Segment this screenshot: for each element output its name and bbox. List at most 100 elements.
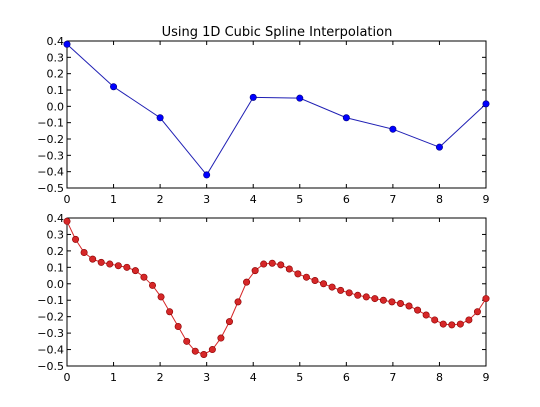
top-y-tick-label: 0.4 <box>47 35 65 48</box>
bottom-data-point <box>225 318 233 326</box>
bottom-data-point <box>388 298 396 306</box>
top-y-tick-label: −0.5 <box>37 182 64 195</box>
bottom-y-tick-label: 0.2 <box>47 245 65 258</box>
top-y-tick-label: −0.1 <box>37 117 64 130</box>
bottom-data-point <box>302 273 310 281</box>
bottom-x-tick-label: 4 <box>250 371 257 384</box>
bottom-data-point <box>157 293 165 301</box>
bottom-y-tick-label: −0.5 <box>37 360 64 373</box>
bottom-data-point <box>277 261 285 269</box>
bottom-data-point <box>140 273 148 281</box>
bottom-x-ticks: 0 1 2 3 4 5 6 7 8 9 <box>64 218 490 384</box>
chart-title: Using 1D Cubic Spline Interpolation <box>162 25 393 40</box>
bottom-data-point <box>97 258 105 266</box>
bottom-data-point <box>311 276 319 284</box>
top-data-point <box>342 114 350 122</box>
bottom-y-tick-label: 0.1 <box>47 261 65 274</box>
top-x-tick-label: 2 <box>157 193 164 206</box>
top-x-tick-label: 1 <box>110 193 117 206</box>
bottom-data-point <box>114 262 122 270</box>
bottom-x-tick-label: 1 <box>110 371 117 384</box>
top-data-point <box>435 143 443 151</box>
bottom-data-point <box>439 320 447 328</box>
bottom-data-point <box>260 260 268 268</box>
top-y-tick-label: 0.3 <box>47 51 65 64</box>
bottom-x-tick-label: 2 <box>157 371 164 384</box>
bottom-subplot: 0 1 2 3 4 5 6 7 8 9 0.4 0.3 0.2 0.1 0.0 −0.1 −0.2 −0.3 −0… <box>37 212 489 384</box>
top-data-point <box>156 114 164 122</box>
bottom-data-point <box>371 295 379 303</box>
bottom-y-tick-label: 0.3 <box>47 228 65 241</box>
bottom-data-point <box>482 295 490 303</box>
bottom-x-tick-label: 3 <box>203 371 210 384</box>
bottom-x-tick-label: 6 <box>343 371 350 384</box>
bottom-data-point <box>200 350 208 358</box>
bottom-data-point <box>337 286 345 294</box>
bottom-data-point <box>431 316 439 324</box>
bottom-data-point <box>234 298 242 306</box>
top-y-tick-label: −0.3 <box>37 149 64 162</box>
top-x-tick-label: 7 <box>389 193 396 206</box>
top-y-ticks: 0.4 0.3 0.2 0.1 0.0 −0.1 −0.2 −0.3 −0.4 −0.5 <box>37 35 486 195</box>
top-data-point <box>296 94 304 102</box>
top-y-tick-label: 0.0 <box>47 100 65 113</box>
bottom-data-point <box>285 265 293 273</box>
bottom-data-point <box>63 217 71 225</box>
top-x-tick-label: 9 <box>483 193 490 206</box>
bottom-data-point <box>72 235 80 243</box>
bottom-series <box>63 217 490 358</box>
bottom-y-tick-label: −0.2 <box>37 311 64 324</box>
bottom-data-point <box>80 249 88 257</box>
top-data-point <box>110 83 118 91</box>
bottom-data-point <box>379 296 387 304</box>
bottom-data-point <box>174 323 182 331</box>
top-y-tick-label: 0.2 <box>47 68 65 81</box>
bottom-data-point <box>473 308 481 316</box>
bottom-y-ticks: 0.4 0.3 0.2 0.1 0.0 −0.1 −0.2 −0.3 −0.4 −0.5 <box>37 212 486 373</box>
bottom-data-point <box>149 281 157 289</box>
top-y-tick-label: −0.4 <box>37 166 64 179</box>
top-data-point <box>203 171 211 179</box>
top-subplot: 0 1 2 3 4 5 6 7 8 9 0.4 0.3 0.2 0.1 0.0 −0.1 −0.2 −0.3 −0… <box>37 35 489 206</box>
top-y-tick-label: 0.1 <box>47 84 65 97</box>
top-data-point <box>482 100 490 108</box>
bottom-data-point <box>354 291 362 299</box>
bottom-x-tick-label: 7 <box>389 371 396 384</box>
bottom-data-point <box>217 334 225 342</box>
top-x-tick-label: 5 <box>296 193 303 206</box>
bottom-data-point <box>405 302 413 310</box>
bottom-data-point <box>89 255 97 263</box>
top-x-tick-label: 6 <box>343 193 350 206</box>
bottom-x-tick-label: 9 <box>483 371 490 384</box>
bottom-y-tick-label: 0.0 <box>47 278 65 291</box>
bottom-data-point <box>166 308 174 316</box>
top-series-line <box>66 43 487 176</box>
bottom-data-point <box>243 278 251 286</box>
bottom-y-tick-label: −0.1 <box>37 294 64 307</box>
bottom-data-point <box>396 300 404 308</box>
bottom-data-point <box>251 267 259 275</box>
bottom-data-point <box>414 306 422 314</box>
bottom-plot-frame <box>66 217 487 367</box>
bottom-data-point <box>183 337 191 345</box>
bottom-data-point <box>294 270 302 278</box>
top-x-tick-label: 4 <box>250 193 257 206</box>
bottom-data-point <box>456 320 464 328</box>
top-data-point <box>63 40 71 48</box>
bottom-data-point <box>131 267 139 275</box>
top-x-tick-label: 3 <box>203 193 210 206</box>
bottom-x-tick-label: 8 <box>436 371 443 384</box>
top-plot-frame <box>66 40 487 189</box>
bottom-data-point <box>465 316 473 324</box>
top-data-point <box>249 93 257 101</box>
bottom-data-point <box>268 259 276 267</box>
top-x-tick-label: 0 <box>64 193 71 206</box>
top-x-ticks: 0 1 2 3 4 5 6 7 8 9 <box>64 41 490 206</box>
bottom-data-point <box>328 283 336 291</box>
bottom-data-point <box>191 347 199 355</box>
bottom-y-tick-label: 0.4 <box>47 212 65 225</box>
top-y-tick-label: −0.2 <box>37 133 64 146</box>
bottom-data-point <box>345 289 353 297</box>
bottom-x-tick-label: 0 <box>64 371 71 384</box>
